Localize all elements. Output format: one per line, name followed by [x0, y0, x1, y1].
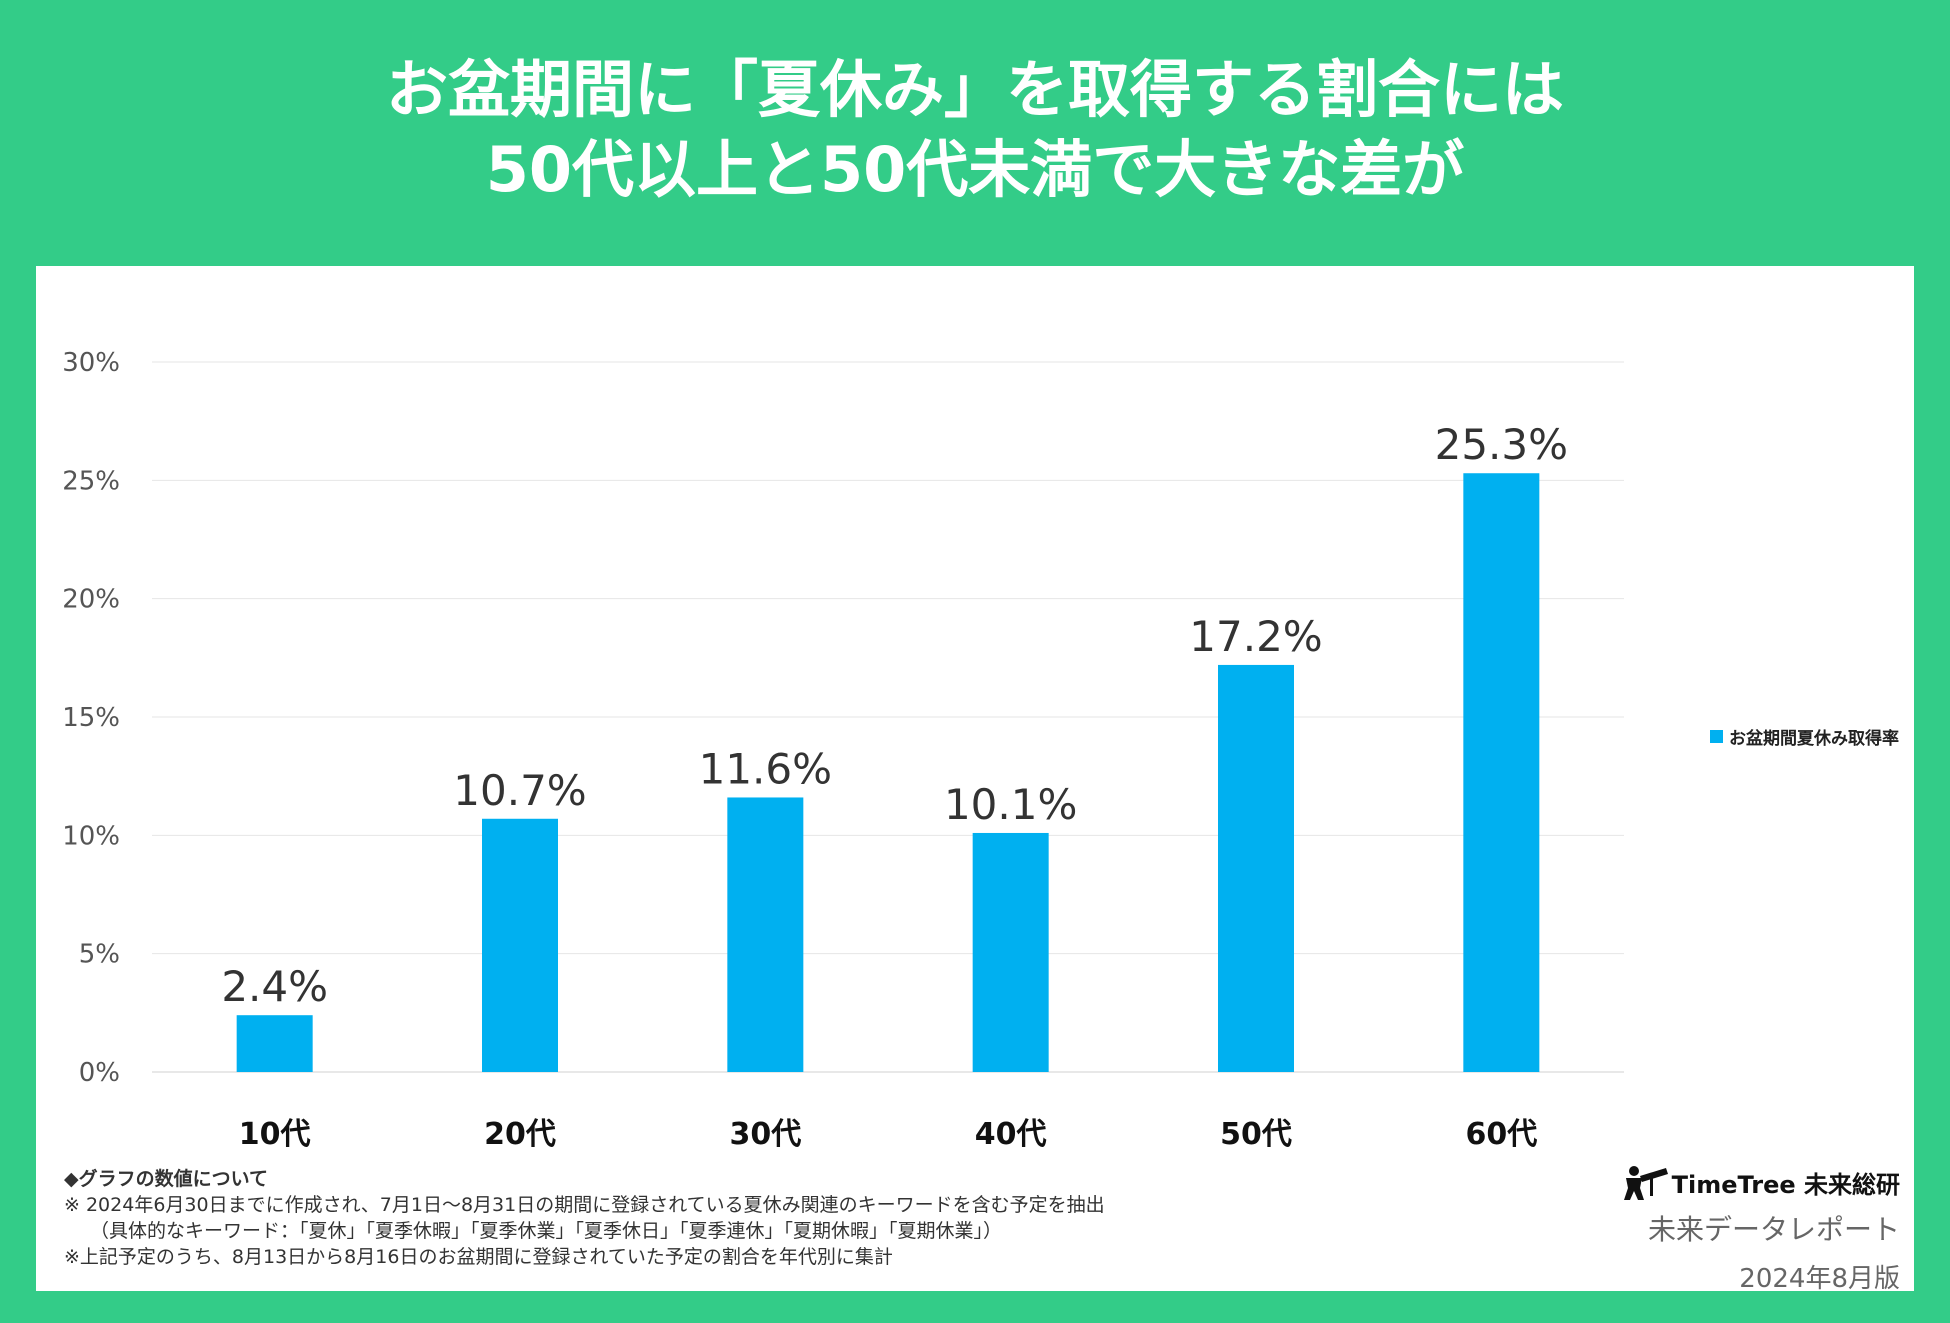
- data-label: 2.4%: [221, 962, 328, 1011]
- legend-swatch: [1710, 730, 1723, 743]
- data-label: 17.2%: [1189, 612, 1322, 661]
- x-tick-label: 60代: [1465, 1117, 1537, 1152]
- brand-logo: TimeTree 未来総研: [1671, 1170, 1900, 1199]
- bar-1: [236, 1015, 313, 1072]
- notes-line-2: （具体的なキーワード：「夏休」「夏季休暇」「夏季休業」「夏季休日」「夏季連休」「…: [90, 1220, 1003, 1242]
- notes-line-1: ※ 2024年6月30日までに作成され、7月1日〜8月31日の期間に登録されてい…: [64, 1194, 1105, 1216]
- y-tick-label: 0%: [79, 1058, 120, 1088]
- x-tick-label: 30代: [729, 1117, 801, 1152]
- telescope-icon: [1623, 1166, 1668, 1200]
- bar-chart: 0% 5% 10% 15% 20% 25% 30% 2.4% 10.7% 11.6% 10.1% 1…: [62, 348, 1624, 1152]
- data-label: 10.1%: [944, 780, 1077, 829]
- x-tick-label: 20代: [484, 1117, 556, 1152]
- chart-panel: 0% 5% 10% 15% 20% 25% 30% 2.4% 10.7% 11.6% 10.1% 1…: [36, 266, 1914, 1294]
- graph-notes: ◆グラフの数値について ※ 2024年6月30日までに作成され、7月1日〜8月3…: [64, 1166, 1105, 1270]
- y-tick-label: 5%: [79, 940, 120, 970]
- bar-5: [1218, 664, 1294, 1072]
- bar-6: [1463, 473, 1540, 1072]
- data-label: 10.7%: [453, 766, 586, 815]
- chart-legend: お盆期間夏休み取得率: [1710, 724, 1899, 749]
- bar-2: [482, 818, 558, 1072]
- y-tick-label: 30%: [62, 348, 120, 378]
- data-label: 11.6%: [699, 744, 832, 793]
- y-tick-label: 25%: [62, 466, 120, 496]
- notes-heading: ◆グラフの数値について: [64, 1168, 269, 1190]
- legend-label: お盆期間夏休み取得率: [1729, 729, 1899, 749]
- x-tick-label: 10代: [239, 1117, 311, 1152]
- notes-line-3: ※上記予定のうち、8月13日から8月16日のお盆期間に登録されていた予定の割合を…: [64, 1246, 893, 1268]
- bar-3: [727, 797, 804, 1072]
- title-line-2: 50代以上と50代未満で大きな差が: [485, 133, 1465, 206]
- y-tick-label: 10%: [62, 821, 120, 851]
- y-tick-label: 15%: [62, 703, 120, 733]
- brand-subtitle: 未来データレポート: [1647, 1213, 1900, 1246]
- data-label: 25.3%: [1435, 420, 1568, 469]
- x-tick-label: 50代: [1220, 1117, 1292, 1152]
- page-title: お盆期間に「夏休み」を取得する割合には 50代以上と50代未満で大きな差が: [0, 50, 1950, 210]
- y-tick-label: 20%: [62, 585, 120, 615]
- brand-block: TimeTree 未来総研 未来データレポート 2024年8月版: [1620, 1164, 1900, 1295]
- title-line-1: お盆期間に「夏休み」を取得する割合には: [385, 53, 1564, 126]
- x-tick-label: 40代: [975, 1117, 1047, 1152]
- bar-4: [972, 832, 1049, 1072]
- brand-date: 2024年8月版: [1739, 1264, 1900, 1294]
